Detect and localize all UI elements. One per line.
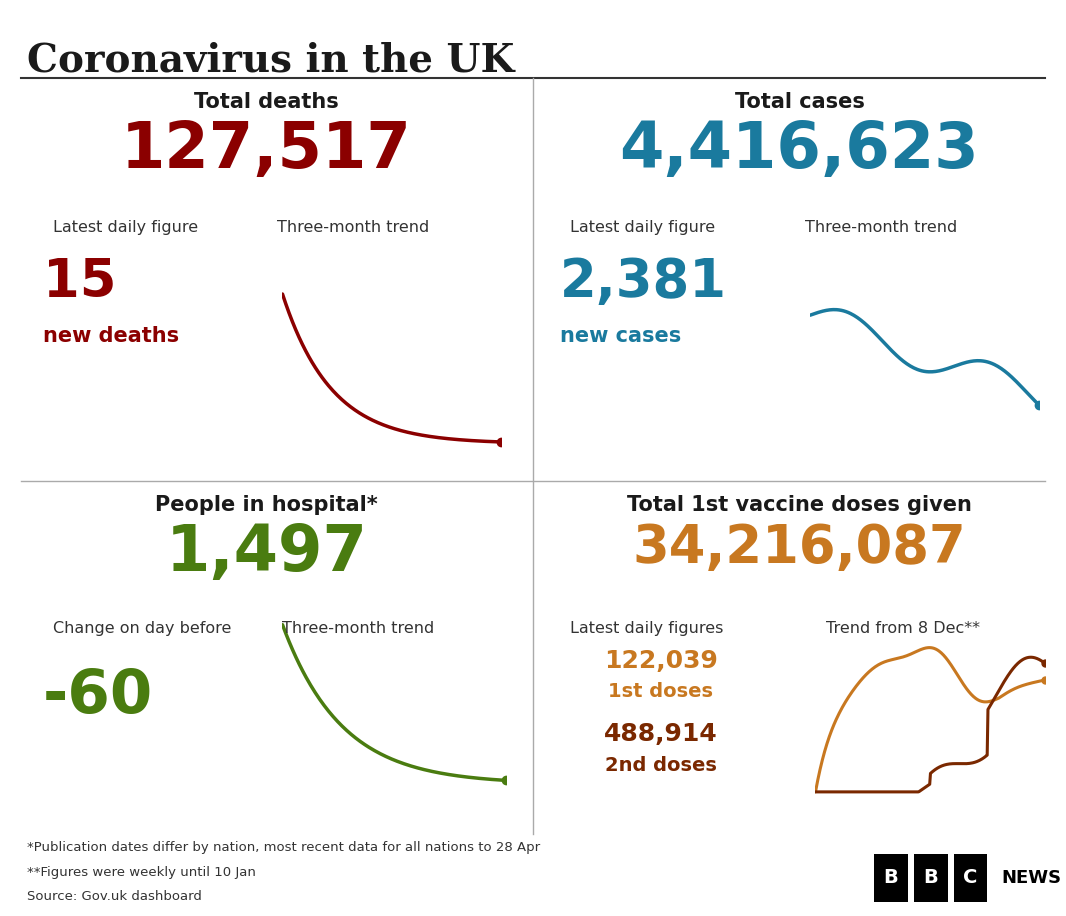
Text: Total 1st vaccine doses given: Total 1st vaccine doses given (627, 495, 972, 515)
FancyBboxPatch shape (874, 854, 907, 902)
Text: -60: -60 (43, 667, 152, 725)
Text: Three-month trend: Three-month trend (282, 621, 435, 636)
Text: B: B (923, 868, 938, 888)
Text: 2nd doses: 2nd doses (605, 756, 716, 775)
Text: new cases: new cases (560, 326, 681, 346)
Text: Latest daily figure: Latest daily figure (570, 220, 715, 234)
Text: new deaths: new deaths (43, 326, 179, 346)
Text: 34,216,087: 34,216,087 (632, 522, 967, 574)
Text: **Figures were weekly until 10 Jan: **Figures were weekly until 10 Jan (27, 866, 256, 878)
Text: 122,039: 122,039 (604, 649, 717, 672)
Text: *Publication dates differ by nation, most recent data for all nations to 28 Apr: *Publication dates differ by nation, mos… (27, 841, 539, 854)
Text: Trend from 8 Dec**: Trend from 8 Dec** (826, 621, 980, 636)
Text: Three-month trend: Three-month trend (805, 220, 957, 234)
Text: Three-month trend: Three-month trend (277, 220, 430, 234)
Text: 1,497: 1,497 (165, 522, 368, 584)
Text: B: B (884, 868, 899, 888)
FancyBboxPatch shape (914, 854, 948, 902)
Text: People in hospital*: People in hospital* (156, 495, 377, 515)
Text: Total deaths: Total deaths (194, 92, 339, 112)
Text: Latest daily figure: Latest daily figure (53, 220, 198, 234)
Text: Total cases: Total cases (734, 92, 865, 112)
Text: 15: 15 (43, 256, 116, 309)
Text: 4,416,623: 4,416,623 (619, 119, 980, 181)
Text: Change on day before: Change on day before (53, 621, 231, 636)
Text: 2,381: 2,381 (560, 256, 727, 309)
Text: C: C (964, 868, 978, 888)
Text: Coronavirus in the UK: Coronavirus in the UK (27, 41, 514, 79)
Text: 127,517: 127,517 (122, 119, 411, 181)
Text: 1st doses: 1st doses (609, 682, 713, 702)
FancyBboxPatch shape (954, 854, 987, 902)
Text: Source: Gov.uk dashboard: Source: Gov.uk dashboard (27, 890, 201, 903)
Text: NEWS: NEWS (1001, 869, 1061, 887)
Text: 488,914: 488,914 (604, 722, 717, 746)
Text: Latest daily figures: Latest daily figures (570, 621, 724, 636)
